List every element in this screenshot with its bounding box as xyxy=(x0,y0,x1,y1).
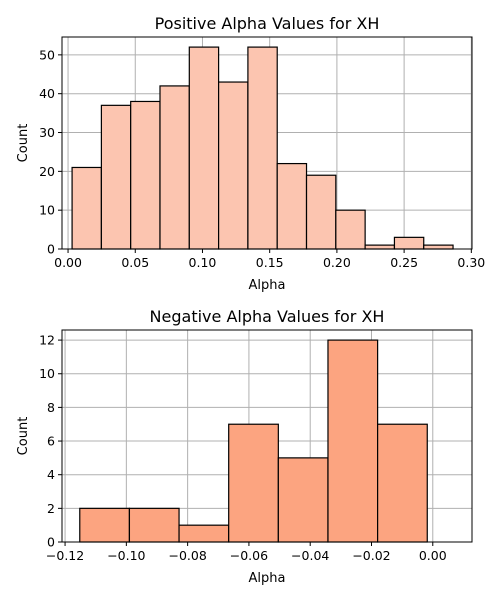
positive-y-tick-label: 0 xyxy=(47,242,55,257)
positive-bar xyxy=(188,46,220,250)
negative-axes-frame xyxy=(61,329,473,543)
negative-x-axis-label: Alpha xyxy=(249,571,286,586)
negative-y-axis-label: Count xyxy=(16,417,31,456)
negative-x-tick-label: −0.06 xyxy=(230,548,268,563)
positive-bar xyxy=(159,85,190,250)
negative-bar xyxy=(178,524,230,543)
negative-x-tick-label: −0.12 xyxy=(46,548,84,563)
negative-bar xyxy=(228,423,279,543)
negative-x-tick-label: −0.02 xyxy=(352,548,390,563)
negative-y-tick-label: 6 xyxy=(47,434,55,449)
negative-y-tick-label: 10 xyxy=(39,366,55,381)
negative-y-tick-label: 8 xyxy=(47,400,55,415)
positive-bar xyxy=(276,162,308,250)
positive-bar xyxy=(71,166,102,250)
negative-x-tick-label: −0.10 xyxy=(107,548,145,563)
negative-chart-title: Negative Alpha Values for XH xyxy=(150,307,385,326)
negative-bar xyxy=(277,457,329,543)
positive-chart-title: Positive Alpha Values for XH xyxy=(155,14,380,33)
positive-x-axis-label: Alpha xyxy=(249,278,286,293)
positive-y-tick-label: 10 xyxy=(39,203,55,218)
positive-x-tick-label: 0.05 xyxy=(121,255,149,270)
negative-bar xyxy=(327,339,379,543)
positive-bar xyxy=(130,100,161,250)
positive-bar xyxy=(100,104,132,250)
positive-bar xyxy=(423,244,454,250)
positive-y-tick-label: 40 xyxy=(39,86,55,101)
negative-y-tick-label: 4 xyxy=(47,467,55,482)
positive-y-tick-label: 50 xyxy=(39,47,55,62)
positive-y-tick-label: 20 xyxy=(39,164,55,179)
positive-bar xyxy=(305,174,337,250)
positive-axes-frame xyxy=(61,36,473,250)
positive-bar xyxy=(247,46,278,250)
positive-y-axis-label: Count xyxy=(16,124,31,163)
negative-bar xyxy=(79,507,131,543)
negative-x-tick-label: −0.08 xyxy=(168,548,206,563)
positive-x-tick-label: 0.20 xyxy=(323,255,351,270)
negative-x-tick-label: −0.04 xyxy=(291,548,329,563)
positive-x-tick-label: 0.10 xyxy=(189,255,217,270)
negative-y-tick-label: 12 xyxy=(39,333,55,348)
positive-x-tick-label: 0.25 xyxy=(390,255,418,270)
positive-bar xyxy=(393,236,425,250)
negative-bar xyxy=(128,507,180,543)
negative-y-tick-label: 0 xyxy=(47,535,55,550)
positive-y-tick-label: 30 xyxy=(39,125,55,140)
positive-bar xyxy=(218,81,249,250)
positive-x-tick-label: 0.30 xyxy=(457,255,485,270)
positive-bar xyxy=(364,244,396,250)
negative-bar xyxy=(377,423,428,543)
positive-x-tick-label: 0.15 xyxy=(256,255,284,270)
negative-x-tick-label: 0.00 xyxy=(419,548,447,563)
negative-y-tick-label: 2 xyxy=(47,501,55,516)
positive-x-tick-label: 0.00 xyxy=(54,255,82,270)
positive-bar xyxy=(335,209,366,250)
